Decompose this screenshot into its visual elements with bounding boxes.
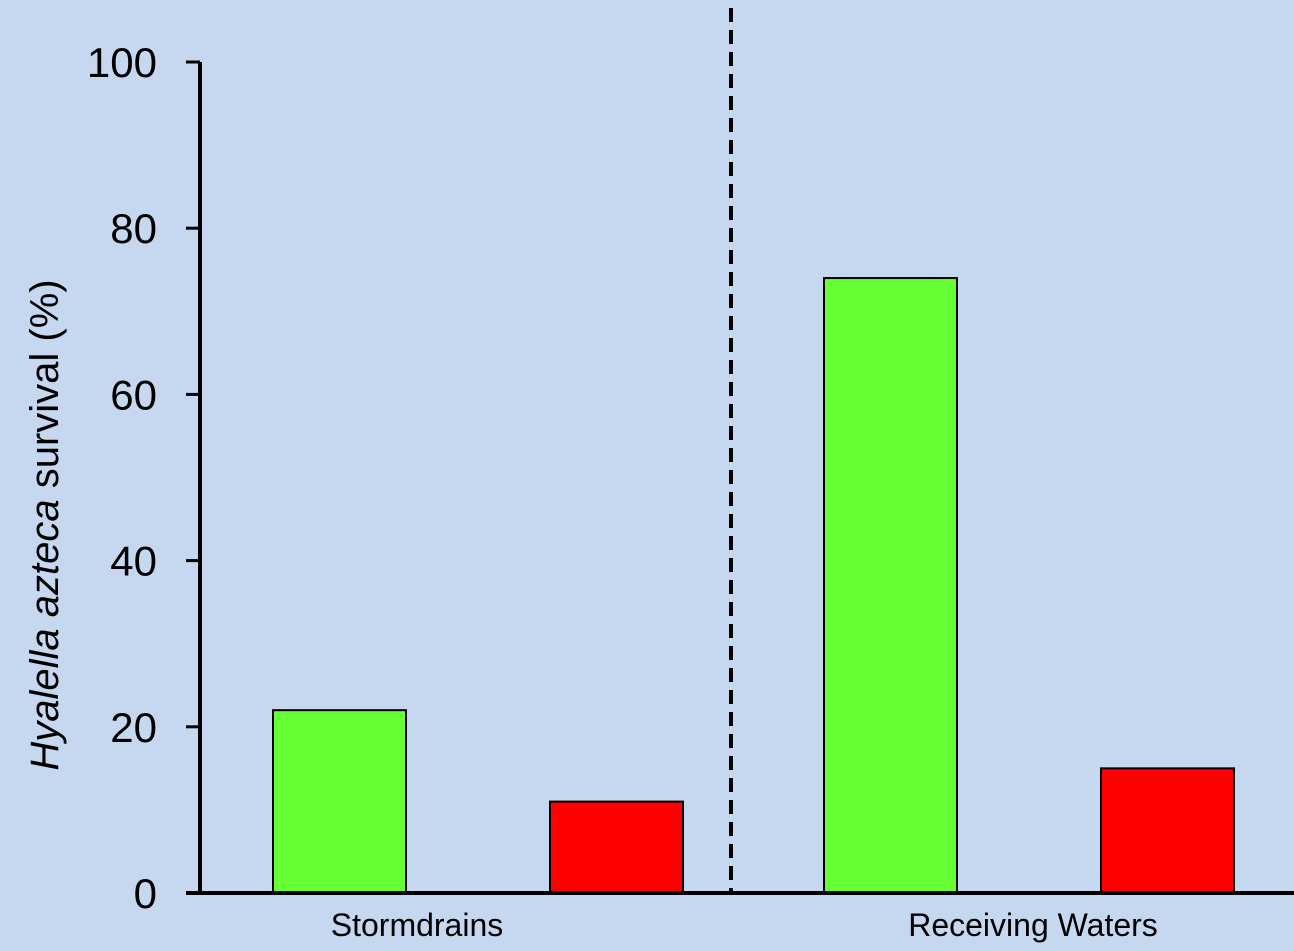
x-category-label: Receiving Waters	[908, 907, 1158, 943]
y-tick-label: 100	[87, 39, 157, 86]
y-ticks-layer: 0 20 40 60 80 100	[87, 39, 200, 917]
y-axis-label-rest: survival (%)	[23, 279, 67, 499]
y-tick-label: 40	[110, 538, 157, 585]
bars-layer	[272, 277, 1235, 895]
y-tick-label: 0	[134, 870, 157, 917]
bar-2-2	[1100, 767, 1235, 894]
bar-2-1	[823, 277, 958, 894]
x-category-label: Stormdrains	[331, 907, 504, 943]
y-tick-label: 20	[110, 704, 157, 751]
bar-1-2	[549, 800, 684, 895]
y-tick-label: 80	[110, 205, 157, 252]
y-axis-label: Hyalella azteca survival (%)	[23, 279, 67, 770]
y-tick-label: 60	[110, 371, 157, 418]
bar-1-1	[272, 709, 407, 894]
x-labels-layer: Stormdrains Receiving Waters	[331, 907, 1158, 943]
axes-layer	[186, 8, 1294, 895]
y-axis-label-italic: Hyalella azteca	[23, 499, 67, 770]
